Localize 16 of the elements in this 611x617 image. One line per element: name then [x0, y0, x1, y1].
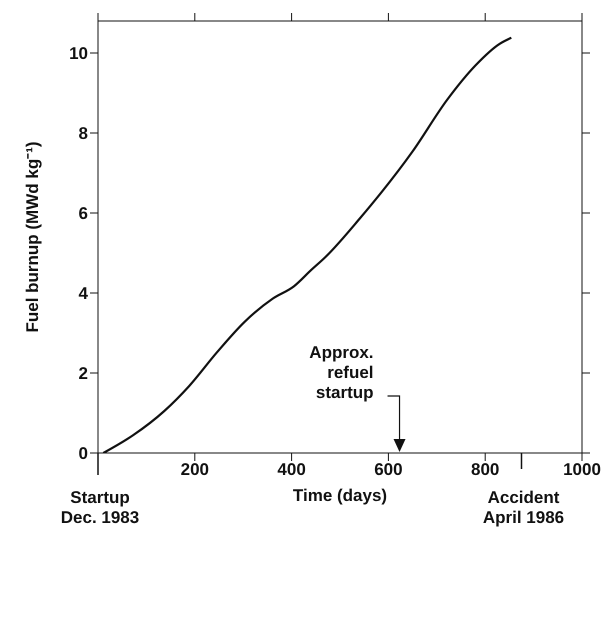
x-tick-label: 1000	[563, 460, 601, 480]
y-tick-label: 2	[78, 364, 88, 384]
x-tick-label: 600	[374, 460, 403, 480]
x-tick-label: 200	[180, 460, 209, 480]
y-tick-label: 6	[78, 204, 88, 224]
y-axis-title: Fuel burnup (MWd kg⁻¹)	[23, 141, 42, 333]
annotation: Approx. refuel startup	[309, 343, 374, 402]
y-tick-label: 8	[78, 124, 88, 144]
text: Accident April 1986	[482, 488, 564, 527]
x-tick-label: 400	[277, 460, 306, 480]
y-tick-label: 4	[78, 284, 89, 304]
y-tick-label: 10	[69, 44, 88, 64]
x-tick-label: 800	[471, 460, 500, 480]
y-tick-label: 0	[78, 444, 88, 464]
text: Startup Dec. 1983	[60, 488, 140, 527]
x-axis-title: Time (days)	[292, 486, 388, 505]
